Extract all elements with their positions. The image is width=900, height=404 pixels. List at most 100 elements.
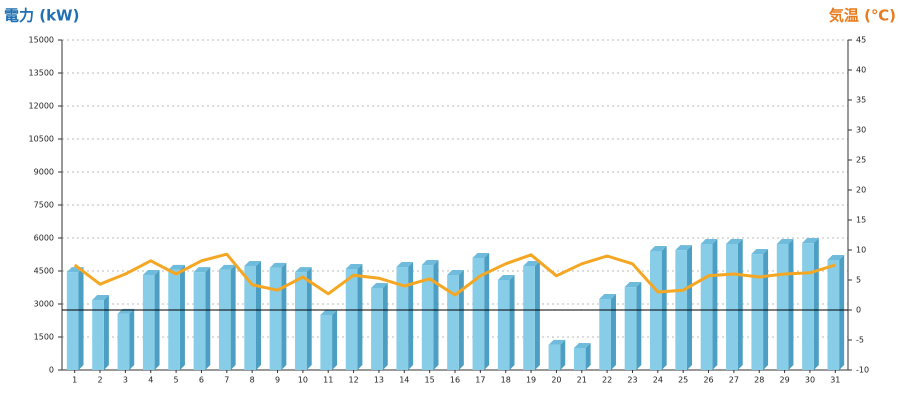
y-tick-label: 7500	[34, 201, 54, 210]
bar-top	[269, 262, 287, 268]
bar-side	[357, 264, 363, 370]
x-tick-label: 1	[72, 376, 77, 385]
bar	[447, 274, 459, 370]
x-tick-label: 18	[501, 376, 511, 385]
bar-top	[827, 255, 845, 260]
x-tick-label: 30	[805, 376, 815, 385]
bar-top	[700, 238, 718, 244]
bar-side	[737, 238, 743, 370]
bar	[295, 272, 307, 370]
y2-tick-label: -5	[856, 336, 864, 345]
x-tick-label: 13	[374, 376, 384, 385]
y2-tick-label: 25	[856, 156, 866, 165]
x-tick-label: 23	[627, 376, 637, 385]
bar-top	[320, 310, 338, 315]
x-tick-label: 10	[298, 376, 308, 385]
bar-top	[244, 260, 261, 266]
bar-side	[382, 282, 388, 370]
bar-top	[168, 264, 185, 270]
bar	[624, 287, 637, 370]
bar-side	[154, 269, 160, 370]
x-tick-label: 3	[123, 376, 128, 385]
y-axis-title: 電力 (kW)	[4, 7, 79, 25]
x-tick-label: 20	[551, 376, 561, 385]
x-tick-label: 25	[678, 376, 688, 385]
bar-top	[371, 282, 388, 288]
x-tick-label: 17	[475, 376, 485, 385]
temperature-line	[73, 252, 836, 297]
bar	[472, 258, 485, 370]
bar	[573, 348, 586, 370]
bar	[345, 269, 358, 370]
bar-side	[129, 308, 135, 370]
x-tick-label: 29	[780, 376, 790, 385]
bar	[218, 269, 231, 370]
y2-tick-label: -10	[856, 366, 869, 375]
bar-side	[78, 267, 84, 370]
bar-top	[218, 264, 236, 270]
y2-tick-label: 0	[856, 306, 861, 315]
bar-top	[497, 275, 515, 281]
bar	[396, 267, 409, 370]
bar-top	[675, 245, 693, 251]
bar	[142, 274, 155, 370]
bar-side	[255, 260, 261, 370]
bar	[548, 344, 561, 370]
bar-top	[396, 262, 414, 268]
bar-side	[839, 255, 845, 370]
bar	[117, 313, 130, 370]
bar	[92, 300, 104, 370]
bar	[320, 315, 333, 370]
bar	[244, 265, 256, 370]
x-tick-label: 12	[348, 376, 358, 385]
y2-tick-label: 15	[856, 216, 866, 225]
bar	[421, 265, 434, 370]
x-tick-label: 28	[754, 376, 764, 385]
bar-side	[230, 264, 236, 370]
y2-tick-label: 45	[856, 36, 866, 45]
y2-tick-label: 30	[856, 126, 866, 135]
bar-side	[484, 253, 490, 370]
y-tick-label: 0	[49, 366, 54, 375]
x-tick-label: 7	[224, 376, 229, 385]
bar-top	[421, 260, 439, 266]
bar-top	[472, 253, 490, 259]
bar-top	[751, 249, 769, 255]
bar	[523, 265, 535, 370]
bar-side	[509, 275, 515, 370]
bar-side	[661, 245, 667, 370]
bar	[193, 272, 206, 370]
x-tick-label: 11	[323, 376, 333, 385]
y2-tick-label: 5	[856, 276, 861, 285]
x-tick-label: 22	[602, 376, 612, 385]
x-tick-label: 15	[425, 376, 435, 385]
y2-axis-title: 気温 (℃)	[829, 7, 896, 25]
bar-top	[142, 269, 160, 275]
bar-side	[585, 343, 591, 370]
bar-side	[281, 262, 287, 370]
bar	[599, 298, 611, 370]
x-tick-label: 31	[830, 376, 840, 385]
bar-side	[306, 267, 312, 370]
y-tick-label: 12000	[29, 102, 54, 111]
y2-tick-label: 20	[856, 186, 866, 195]
bar-side	[332, 310, 338, 370]
bar-side	[813, 238, 819, 370]
x-tick-label: 4	[148, 376, 153, 385]
bar-top	[295, 267, 312, 273]
bar-top	[624, 282, 642, 288]
bar-top	[802, 238, 819, 244]
bar-top	[447, 269, 464, 275]
bar	[168, 269, 180, 370]
bar-top	[523, 260, 540, 266]
x-tick-label: 19	[526, 376, 536, 385]
x-tick-label: 21	[577, 376, 587, 385]
y-tick-label: 3000	[34, 300, 54, 309]
bar-top	[345, 264, 363, 270]
bar	[802, 243, 814, 370]
y-tick-label: 9000	[34, 168, 54, 177]
bar-top	[726, 238, 743, 244]
bar	[827, 260, 840, 370]
bar-side	[712, 238, 718, 370]
